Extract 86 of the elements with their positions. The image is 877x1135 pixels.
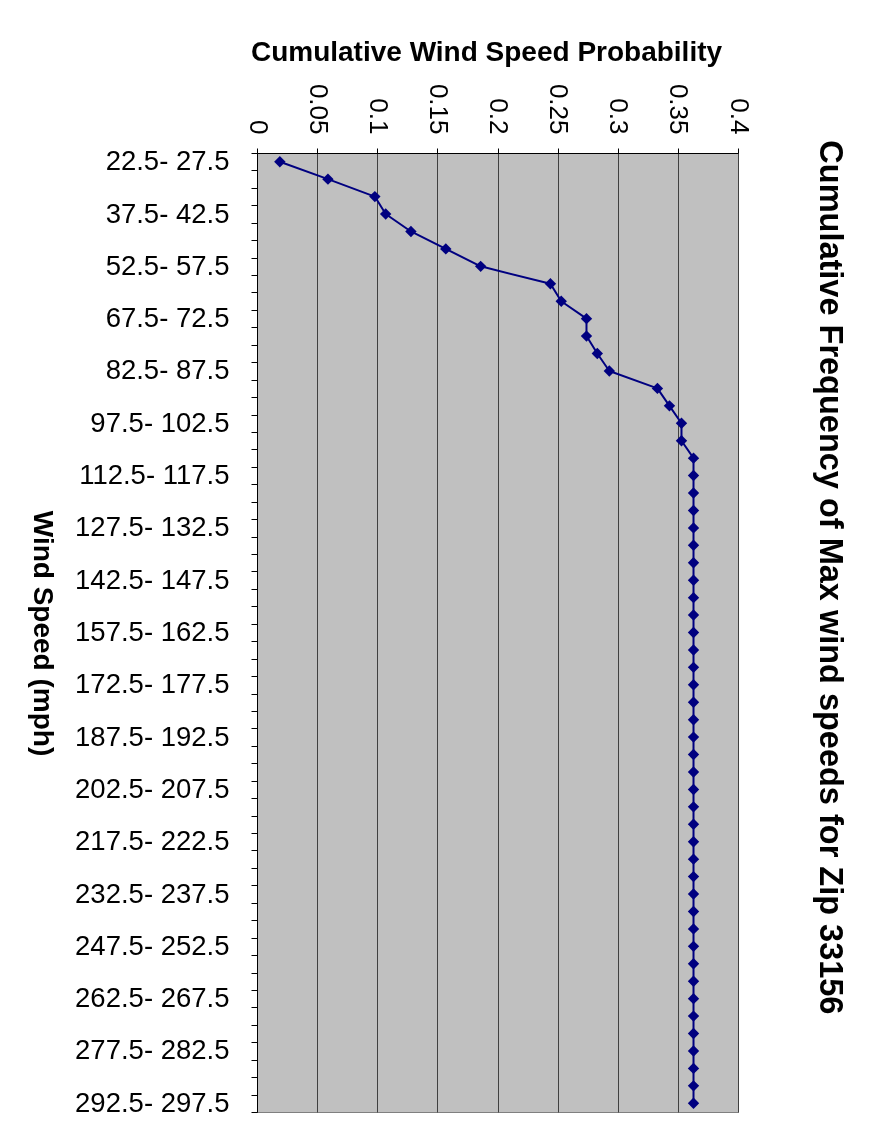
y-tick-label: 292.5- 297.5 — [75, 1086, 230, 1118]
point — [687, 574, 700, 586]
x-tick-label: 0.1 — [363, 98, 394, 135]
text: Cumulative Frequency of Max wind speeds for Zip 33156 — [812, 140, 849, 1015]
y-tick-label: 217.5- 222.5 — [75, 825, 230, 857]
point — [687, 923, 700, 935]
point — [555, 295, 567, 307]
y-tick-label: 37.5- 42.5 — [105, 197, 230, 229]
y-tick-label: 202.5- 207.5 — [75, 772, 230, 804]
point — [687, 801, 700, 813]
point — [687, 661, 700, 674]
point — [474, 260, 487, 273]
point — [687, 905, 700, 918]
point — [687, 1097, 700, 1109]
y-tick-label: 262.5- 267.5 — [75, 982, 230, 1014]
x-tick-label: 0.2 — [484, 98, 514, 135]
point — [687, 888, 700, 900]
point — [369, 190, 381, 203]
y-tick-label: 247.5- 252.5 — [75, 929, 230, 961]
point — [603, 365, 616, 377]
y-tick-label: 67.5- 72.5 — [105, 302, 230, 334]
point — [687, 731, 700, 743]
y-tick-label: 22.5- 27.5 — [105, 145, 230, 177]
point — [274, 156, 286, 168]
x-tick-label: 0.15 — [423, 83, 454, 135]
y-axis-title: Wind Speed (mph) — [27, 510, 59, 757]
point — [687, 958, 700, 970]
point — [687, 469, 700, 482]
y-tick-label: 232.5- 237.5 — [75, 877, 230, 909]
point — [687, 644, 700, 656]
point — [687, 522, 700, 534]
point — [580, 312, 593, 325]
point — [687, 836, 700, 848]
y-tick-label: 52.5- 57.5 — [105, 249, 230, 281]
x-tick-label: 0.05 — [303, 83, 334, 135]
point — [687, 679, 700, 691]
x-tick-label: 0.25 — [544, 83, 575, 135]
x-tick-label: 0.4 — [724, 98, 755, 135]
point — [687, 766, 700, 778]
point — [544, 278, 557, 290]
point — [687, 452, 700, 464]
point — [675, 417, 688, 429]
point — [687, 591, 700, 604]
point — [687, 975, 700, 987]
point — [687, 1062, 700, 1075]
point — [687, 539, 700, 552]
point — [687, 940, 700, 953]
point — [687, 992, 700, 1005]
point — [687, 609, 700, 621]
point — [687, 713, 700, 726]
point — [687, 504, 700, 517]
y-tick-label: 277.5- 282.5 — [75, 1034, 230, 1066]
point — [687, 1080, 700, 1092]
y-tick-label: 97.5- 102.5 — [90, 406, 230, 438]
point — [687, 1010, 700, 1022]
point — [322, 173, 334, 185]
point — [405, 225, 417, 238]
x-tick-label: 0.35 — [664, 83, 695, 135]
point — [687, 696, 700, 708]
point — [591, 347, 604, 360]
x-axis-title: Cumulative Wind Speed Probability — [250, 35, 723, 67]
point — [675, 435, 688, 447]
x-tick-label: 0.3 — [604, 98, 635, 135]
point — [687, 853, 700, 865]
point — [663, 400, 676, 412]
point — [687, 870, 700, 883]
point — [651, 382, 664, 395]
y-tick-label: 112.5- 117.5 — [79, 459, 230, 491]
point — [379, 208, 392, 220]
point — [687, 748, 700, 761]
point — [440, 243, 452, 255]
point — [687, 783, 700, 796]
x-tick-label: 0 — [243, 120, 274, 135]
y-tick-label: 82.5- 87.5 — [105, 354, 230, 386]
point — [580, 330, 593, 342]
point — [687, 487, 700, 499]
point — [687, 1045, 700, 1057]
y-tick-label: 157.5- 162.5 — [75, 616, 230, 647]
point — [687, 557, 700, 569]
point — [687, 626, 700, 639]
point — [687, 818, 700, 830]
y-tick-label: 127.5- 132.5 — [75, 511, 230, 543]
point — [687, 1027, 700, 1040]
y-tick-label: 187.5- 192.5 — [75, 720, 230, 752]
y-tick-label: 172.5- 177.5 — [75, 668, 230, 700]
y-tick-label: 142.5- 147.5 — [75, 563, 230, 595]
